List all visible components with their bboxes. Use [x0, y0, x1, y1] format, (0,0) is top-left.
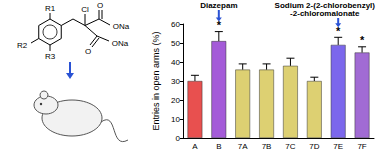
svg-text:Entries in open arms (%): Entries in open arms (%) — [151, 31, 161, 130]
svg-text:Cl: Cl — [81, 5, 89, 14]
svg-text:*: * — [360, 34, 365, 46]
svg-text:R2: R2 — [17, 41, 28, 50]
svg-text:30: 30 — [171, 77, 180, 86]
svg-text:7E: 7E — [333, 142, 343, 151]
svg-text:B: B — [216, 142, 221, 151]
svg-text:7D: 7D — [309, 142, 319, 151]
svg-text:R1: R1 — [45, 4, 56, 13]
svg-text:7F: 7F — [357, 142, 366, 151]
svg-text:20: 20 — [171, 96, 180, 105]
svg-text:ONa: ONa — [112, 39, 129, 48]
svg-text:-2-chloromalonate: -2-chloromalonate — [290, 9, 360, 18]
svg-text:60: 60 — [171, 20, 180, 29]
svg-text:R3: R3 — [45, 52, 56, 61]
svg-text:Sodium 2-(2-chlorobenzyl): Sodium 2-(2-chlorobenzyl) — [274, 0, 375, 10]
svg-text:40: 40 — [171, 58, 180, 67]
svg-text:0: 0 — [176, 134, 181, 143]
svg-text:ONa: ONa — [113, 22, 130, 31]
svg-text:*: * — [217, 19, 222, 31]
svg-text:50: 50 — [171, 39, 180, 48]
svg-text:Diazepam: Diazepam — [200, 1, 237, 10]
svg-text:*: * — [336, 25, 341, 37]
svg-text:O: O — [97, 1, 103, 10]
svg-text:O: O — [85, 47, 91, 56]
svg-text:7A: 7A — [238, 142, 248, 151]
svg-text:7B: 7B — [262, 142, 272, 151]
svg-text:10: 10 — [171, 115, 180, 124]
svg-text:7C: 7C — [285, 142, 295, 151]
svg-text:A: A — [192, 142, 198, 151]
